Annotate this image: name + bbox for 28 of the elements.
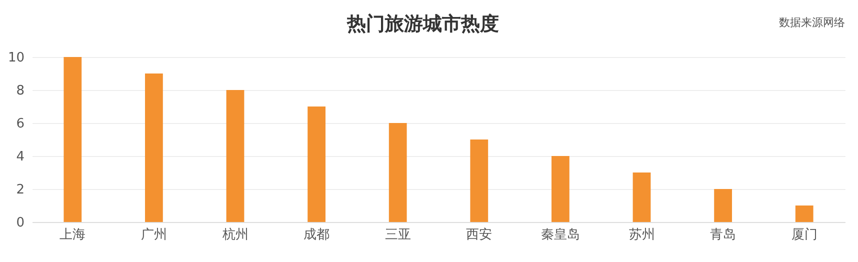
x-tick-label: 青岛 <box>710 228 736 242</box>
bar <box>552 156 570 222</box>
bar <box>145 74 163 222</box>
bar <box>470 140 488 222</box>
x-tick-label: 成都 <box>304 228 330 242</box>
y-tick-label: 6 <box>16 116 24 132</box>
x-tick-label: 上海 <box>60 228 86 242</box>
x-tick-label: 苏州 <box>628 228 655 242</box>
y-tick-label: 10 <box>8 50 24 66</box>
x-tick-label: 秦皇岛 <box>540 228 580 242</box>
bar <box>388 123 407 222</box>
y-tick-label: 2 <box>16 182 24 198</box>
chart-title: 热门旅游城市热度 <box>346 13 499 35</box>
x-tick-label: 三亚 <box>384 228 411 242</box>
bar <box>64 57 82 222</box>
text: 数据来源网络 <box>779 16 845 29</box>
bar <box>795 206 814 222</box>
y-tick-label: 8 <box>16 84 24 98</box>
x-tick-label: 杭州 <box>221 228 248 242</box>
bar <box>714 189 732 222</box>
y-tick-label: 4 <box>16 150 24 164</box>
x-tick-label: 广州 <box>140 228 167 242</box>
bar <box>226 90 244 222</box>
bar <box>308 106 326 222</box>
x-tick-label: 厦门 <box>791 226 818 242</box>
x-tick-label: 西安 <box>466 226 492 242</box>
bar <box>632 172 651 222</box>
y-tick-label: 0 <box>16 216 24 230</box>
